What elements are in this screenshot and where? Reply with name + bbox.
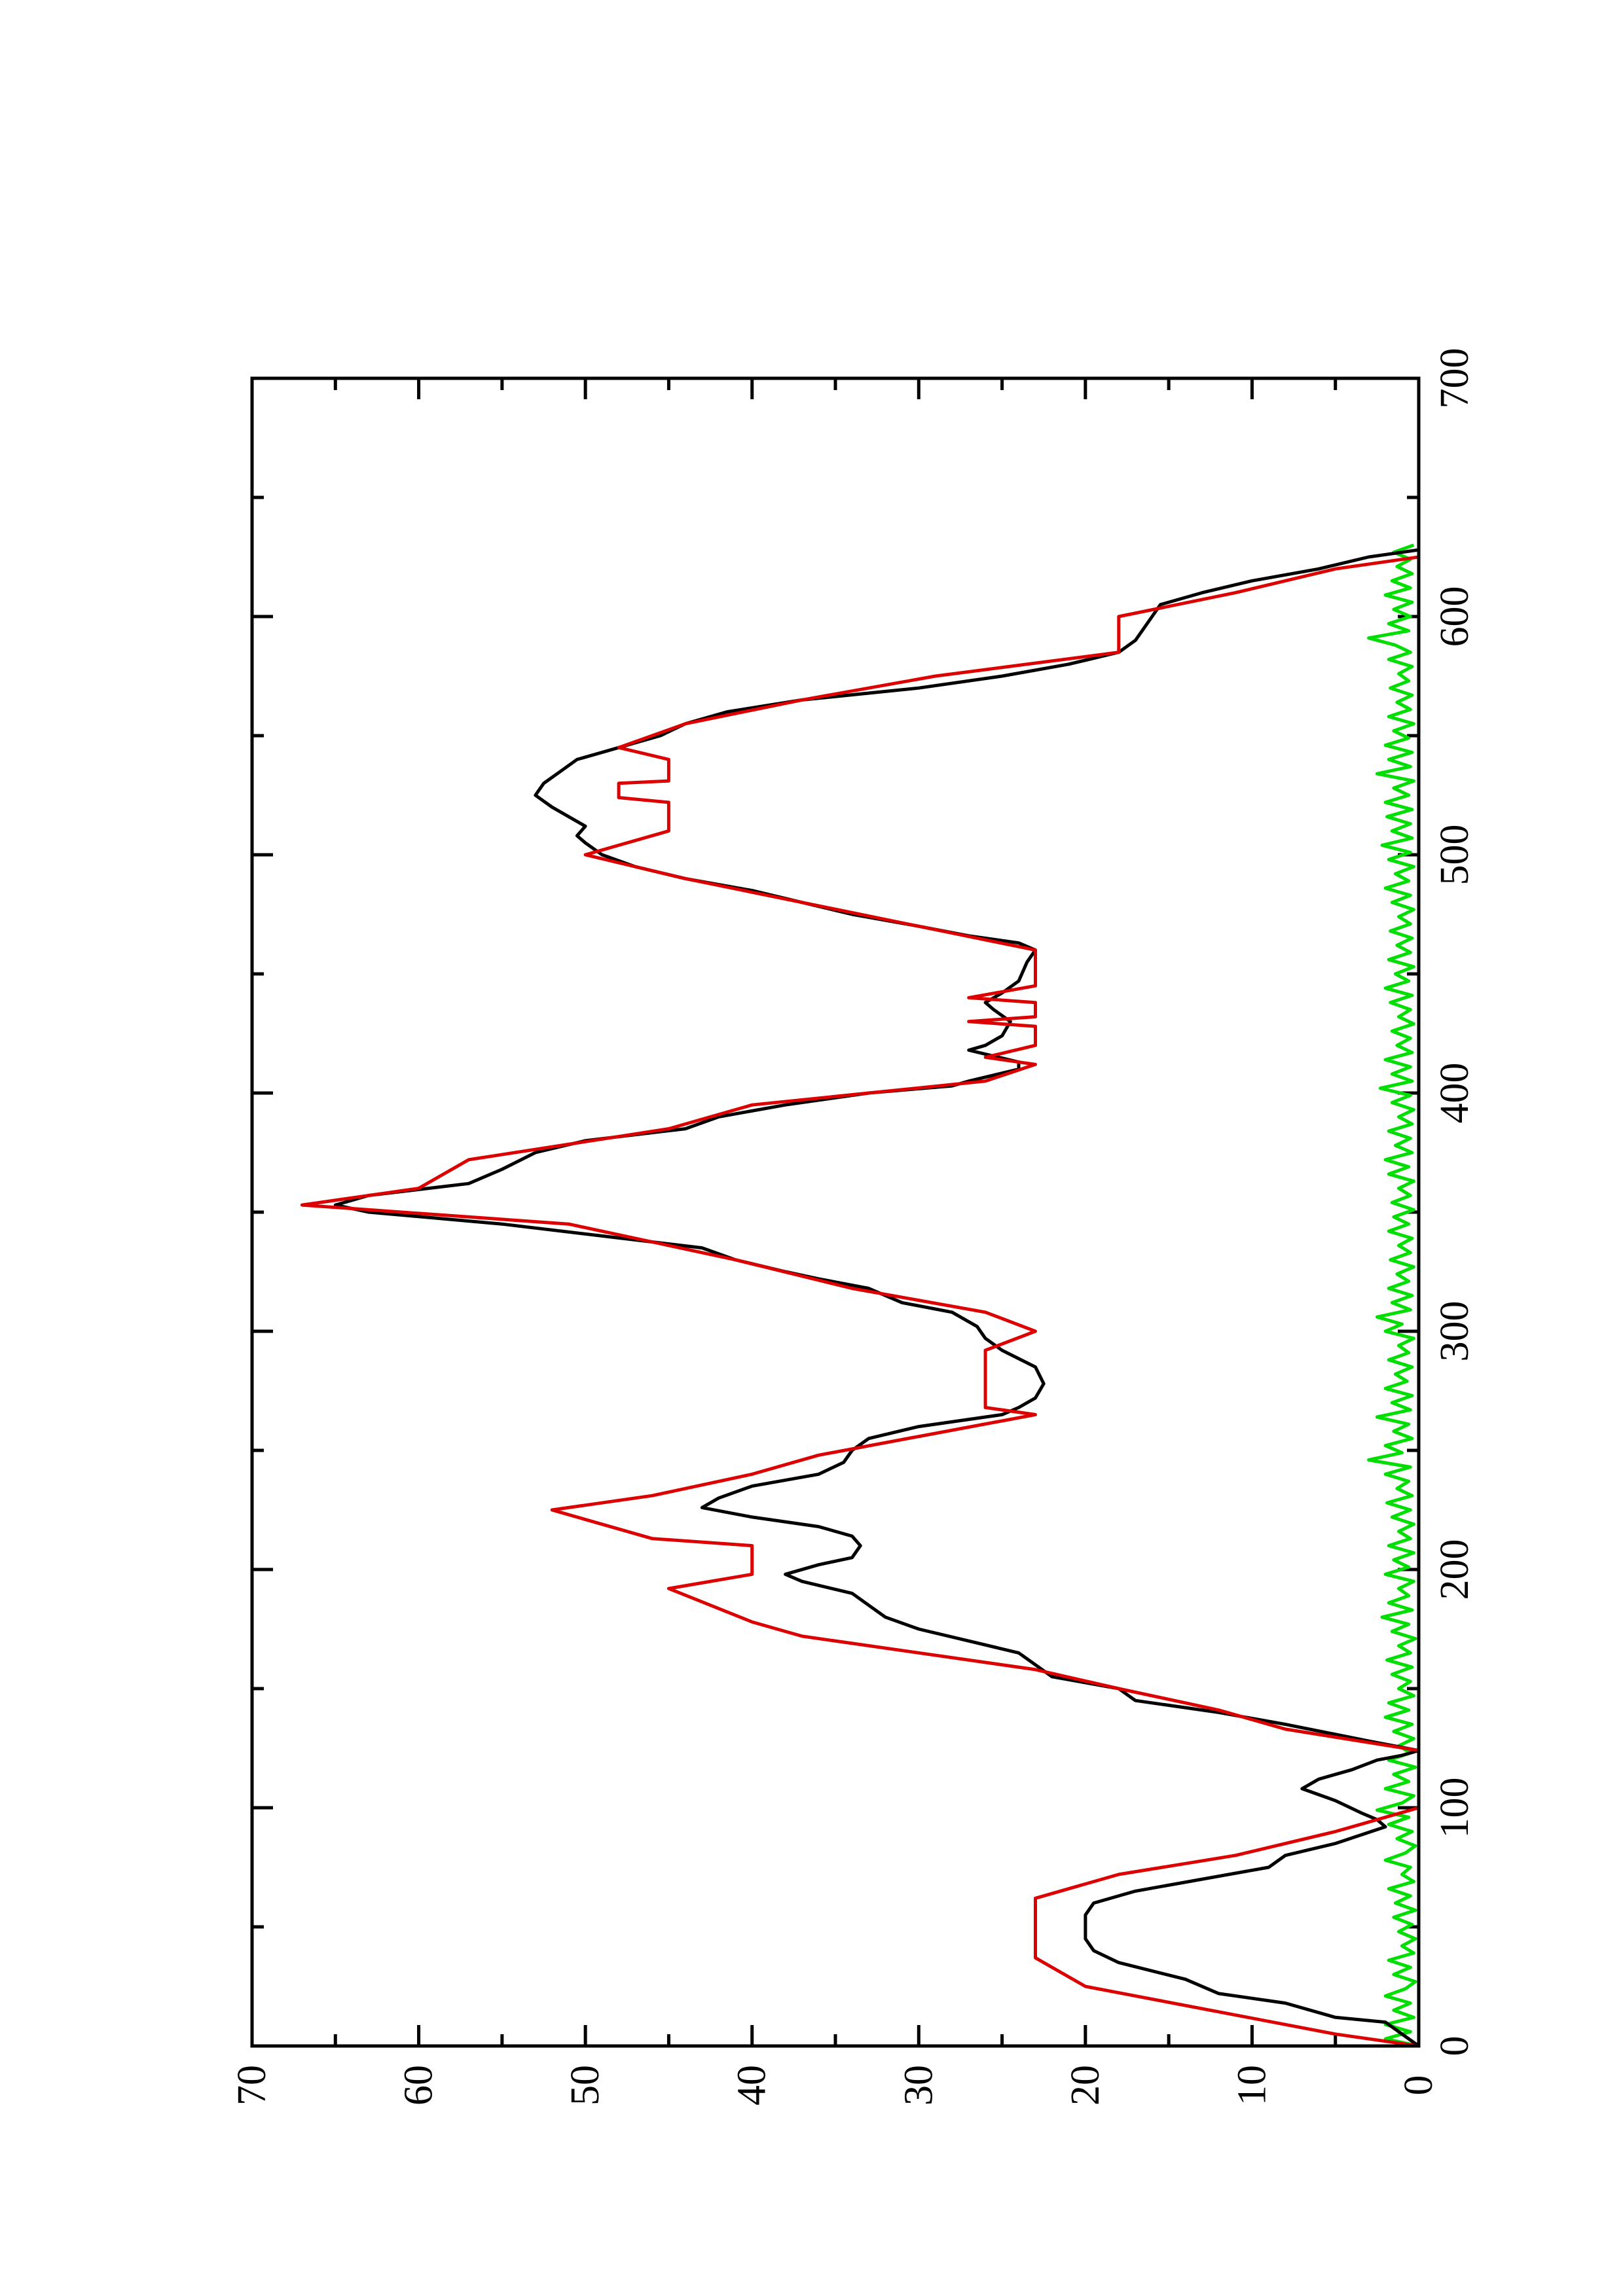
y-tick-label: 70 bbox=[230, 2065, 274, 2106]
x-tick-label: 700 bbox=[1432, 348, 1477, 409]
x-tick-label: 600 bbox=[1432, 586, 1477, 647]
x-tick-label: 100 bbox=[1432, 1778, 1477, 1839]
y-tick-label: 40 bbox=[730, 2065, 775, 2106]
x-tick-label: 0 bbox=[1432, 2036, 1477, 2056]
y-tick-label: 10 bbox=[1230, 2065, 1274, 2106]
y-tick-label: 50 bbox=[563, 2065, 608, 2106]
series-lines bbox=[300, 543, 1421, 2048]
series-line-0 bbox=[333, 548, 1421, 2048]
x-tick-label: 200 bbox=[1432, 1539, 1477, 1600]
series-line-2 bbox=[1367, 543, 1419, 2048]
plot-frame bbox=[250, 376, 1421, 2048]
y-tick-label: 20 bbox=[1063, 2065, 1108, 2106]
series-line-1 bbox=[300, 555, 1421, 2048]
axis-ticks bbox=[250, 376, 1421, 2048]
x-tick-label: 400 bbox=[1432, 1063, 1477, 1124]
y-tick-label: 30 bbox=[896, 2065, 941, 2106]
y-tick-label: 60 bbox=[397, 2065, 441, 2106]
x-tick-label: 300 bbox=[1432, 1301, 1477, 1362]
tick-labels: 0 100 200 300 400 500 600 700 0 10 20 30 40 50 60 70 bbox=[230, 348, 1477, 2106]
y-tick-label: 0 bbox=[1396, 2075, 1441, 2096]
x-tick-label: 500 bbox=[1432, 825, 1477, 886]
